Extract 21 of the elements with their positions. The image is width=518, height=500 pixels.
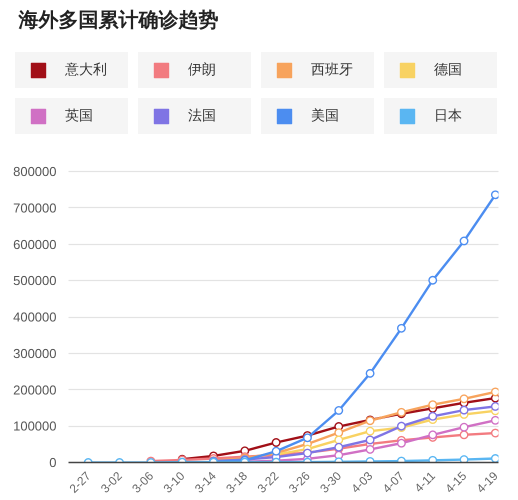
y-tick-label: 500000 [13,273,57,288]
y-tick-label: 300000 [13,346,57,361]
y-tick-label: 100000 [13,418,57,434]
y-tick-label: 600000 [13,236,57,252]
x-tick-label: 4-03 [348,468,376,496]
y-tick-label: 700000 [13,200,57,216]
y-tick-label: 400000 [13,310,57,324]
legend-label: 德国 [434,61,463,79]
x-tick-label: 4-19 [474,468,501,496]
legend-label: 美国 [311,107,340,125]
y-tick-label: 200000 [13,382,57,398]
legend-label: 西班牙 [311,61,354,79]
legend-label: 意大利 [65,61,108,79]
x-tick-label: 4-11 [412,468,438,496]
chart-title: 海外多国累计确诊趋势 [18,8,218,32]
y-tick-label: 800000 [13,164,57,179]
legend-label: 日本 [434,107,463,125]
legend-label: 法国 [188,107,217,125]
y-tick-label: 0 [49,455,57,470]
legend-label: 英国 [65,107,94,125]
legend-label: 伊朗 [188,61,217,79]
